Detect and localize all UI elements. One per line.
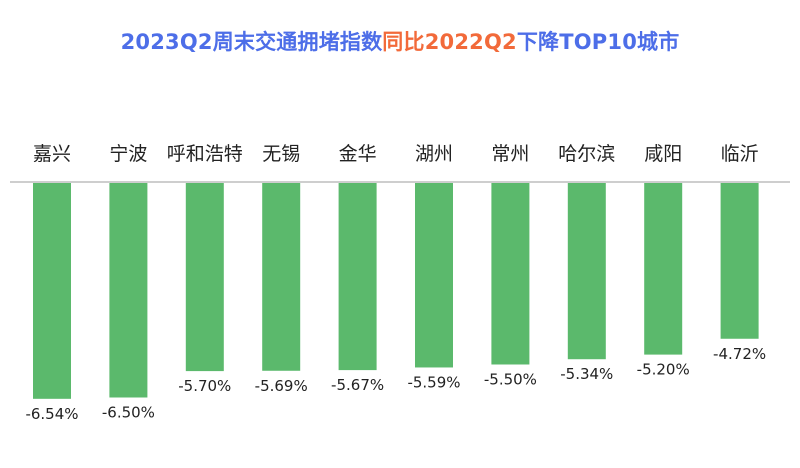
value-label: -5.69%: [255, 377, 308, 395]
category-label: 湖州: [415, 143, 453, 165]
category-label: 呼和浩特: [167, 143, 243, 165]
bar: [33, 183, 71, 399]
value-label: -4.72%: [713, 345, 766, 363]
category-label: 哈尔滨: [558, 143, 615, 165]
value-label: -6.54%: [25, 405, 78, 423]
category-label: 嘉兴: [33, 143, 71, 165]
value-label: -5.34%: [560, 365, 613, 383]
category-label: 无锡: [262, 143, 300, 165]
bar: [644, 183, 683, 355]
bar: [109, 183, 148, 398]
value-label: -5.67%: [331, 376, 384, 394]
value-label: -5.70%: [178, 377, 231, 395]
category-label: 宁波: [109, 143, 147, 165]
category-label: 金华: [339, 143, 377, 165]
title-part-3: 下降TOP10城市: [516, 30, 680, 54]
bar: [720, 183, 759, 339]
category-label: 常州: [491, 143, 529, 165]
bar: [262, 183, 301, 371]
bar: [491, 183, 530, 365]
bar: [338, 183, 377, 371]
category-label: 临沂: [721, 143, 759, 165]
value-label: -5.50%: [484, 371, 537, 389]
value-label: -5.20%: [637, 361, 690, 379]
chart-title: 2023Q2周末交通拥堵指数同比2022Q2下降TOP10城市: [0, 26, 800, 56]
value-label: -6.50%: [102, 404, 155, 422]
bar: [567, 183, 606, 360]
bar: [185, 183, 224, 372]
category-label: 咸阳: [644, 143, 682, 165]
title-part-1: 2023Q2周末交通拥堵指数: [120, 30, 383, 54]
value-label: -5.59%: [407, 373, 460, 391]
bar: [415, 183, 453, 368]
title-part-2: 同比2022Q2: [382, 30, 517, 54]
